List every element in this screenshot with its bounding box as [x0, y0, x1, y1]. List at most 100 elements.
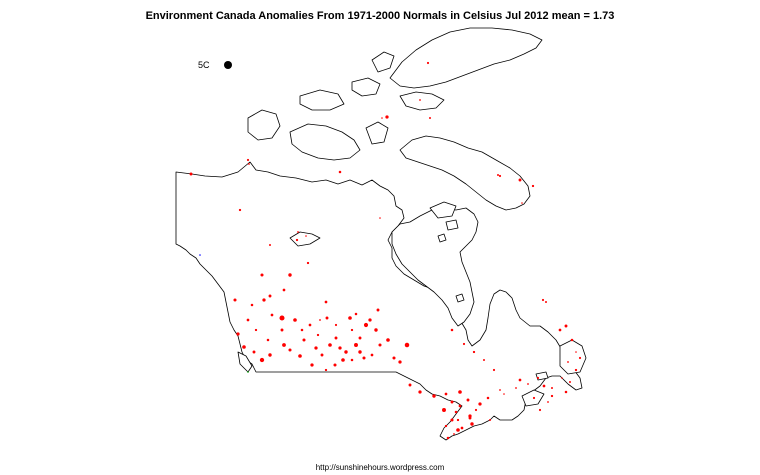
station-marker-s51	[310, 363, 314, 367]
station-marker-s91	[499, 389, 501, 391]
station-marker-s87	[444, 424, 448, 428]
station-marker-s112	[578, 356, 582, 360]
station-marker-s85	[453, 433, 455, 435]
station-marker-s61	[254, 328, 258, 332]
station-marker-s89	[474, 408, 478, 412]
coats-island	[445, 219, 459, 231]
station-marker-s119	[527, 383, 529, 385]
station-marker-s98	[567, 361, 569, 363]
devon-island	[399, 91, 445, 111]
station-marker-s57	[252, 350, 256, 354]
great-bear-lake	[289, 231, 321, 247]
station-marker-s55	[268, 353, 272, 357]
station-marker-s102	[450, 418, 454, 422]
station-marker-s83	[456, 418, 460, 422]
station-marker-s107	[478, 402, 482, 406]
station-marker-s73	[392, 356, 396, 360]
station-marker-s106	[458, 390, 462, 394]
station-marker-s38	[348, 316, 352, 320]
station-marker-s27	[279, 315, 285, 321]
station-marker-s72	[386, 338, 390, 342]
station-marker-s97	[561, 377, 563, 379]
station-marker-s109	[558, 328, 562, 332]
axel-heiberg-island	[371, 51, 395, 73]
station-marker-s121	[503, 393, 505, 395]
legend-label: 5C	[198, 59, 210, 70]
station-marker-s114	[569, 381, 571, 383]
station-marker-s21	[233, 298, 237, 302]
station-marker-s65	[320, 353, 324, 357]
station-marker-s19	[260, 273, 264, 277]
station-marker-s70	[363, 322, 369, 328]
station-marker-s44	[374, 328, 378, 332]
station-marker-s16	[269, 244, 271, 246]
station-marker-s84	[460, 426, 464, 430]
station-marker-s76	[408, 383, 412, 387]
station-marker-s67	[344, 350, 348, 354]
station-marker-s05	[385, 115, 389, 119]
station-marker-s101	[456, 428, 460, 432]
station-marker-s50	[324, 368, 328, 372]
station-marker-s93	[532, 396, 536, 400]
station-marker-s60	[246, 318, 250, 322]
station-marker-s116	[550, 394, 554, 398]
station-marker-s01	[189, 172, 193, 176]
station-marker-s108	[486, 396, 490, 400]
station-marker-s53	[288, 348, 292, 352]
station-marker-s125	[462, 342, 466, 346]
station-marker-s59	[236, 332, 240, 336]
station-marker-s17	[306, 261, 310, 265]
station-marker-s77	[418, 390, 422, 394]
station-marker-s03	[248, 163, 250, 165]
station-marker-s113	[574, 368, 578, 372]
mainland-outline	[175, 161, 583, 441]
station-marker-s132	[498, 174, 502, 178]
station-marker-s95	[547, 401, 549, 403]
station-marker-s66	[338, 346, 342, 350]
station-marker-s124	[472, 350, 476, 354]
station-marker-s115	[564, 390, 568, 394]
station-marker-s26	[280, 328, 284, 332]
station-marker-s128	[305, 235, 307, 237]
station-marker-s24	[250, 303, 254, 307]
station-marker-s20	[282, 288, 286, 292]
chart-title: Environment Canada Anomalies From 1971-2…	[145, 10, 615, 22]
station-marker-s23	[268, 294, 272, 298]
baffin-island	[399, 135, 531, 211]
station-marker-s58	[242, 345, 246, 349]
ellesmere-island	[389, 27, 543, 89]
station-marker-s118	[536, 376, 540, 380]
station-marker-s134	[247, 371, 249, 373]
mansel-island	[437, 233, 447, 243]
station-marker-s12	[238, 208, 242, 212]
station-marker-s39	[354, 312, 358, 316]
station-marker-s122	[492, 368, 496, 372]
station-marker-s62	[266, 338, 270, 342]
station-marker-s120	[515, 387, 517, 389]
station-marker-s15	[295, 238, 299, 242]
station-marker-s47	[350, 358, 354, 362]
station-marker-s14	[199, 254, 201, 256]
station-marker-s43	[368, 318, 372, 322]
station-marker-s04	[338, 170, 342, 174]
station-marker-s41	[358, 336, 362, 340]
station-marker-s42	[354, 343, 358, 347]
station-marker-s34	[325, 316, 329, 320]
station-marker-s94	[538, 408, 542, 412]
station-marker-s68	[362, 356, 366, 360]
station-marker-s80	[450, 400, 454, 404]
bathurst-island	[351, 77, 381, 97]
station-marker-s45	[378, 343, 382, 347]
station-marker-s28	[293, 318, 297, 322]
station-marker-s74	[398, 360, 402, 364]
prince-of-wales-island	[365, 121, 389, 145]
station-marker-s07	[497, 174, 499, 176]
akimiski-island	[455, 293, 465, 303]
station-marker-s81	[458, 404, 462, 408]
station-marker-s54	[282, 343, 286, 347]
station-marker-s64	[314, 346, 318, 350]
station-marker-s46	[358, 350, 362, 354]
station-marker-s06	[426, 61, 430, 65]
station-marker-s36	[328, 343, 332, 347]
station-marker-s123	[483, 359, 485, 361]
